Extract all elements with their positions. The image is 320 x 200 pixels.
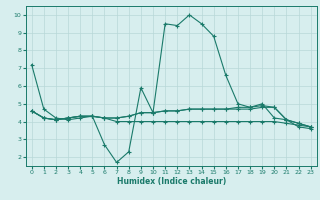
X-axis label: Humidex (Indice chaleur): Humidex (Indice chaleur) [116,177,226,186]
